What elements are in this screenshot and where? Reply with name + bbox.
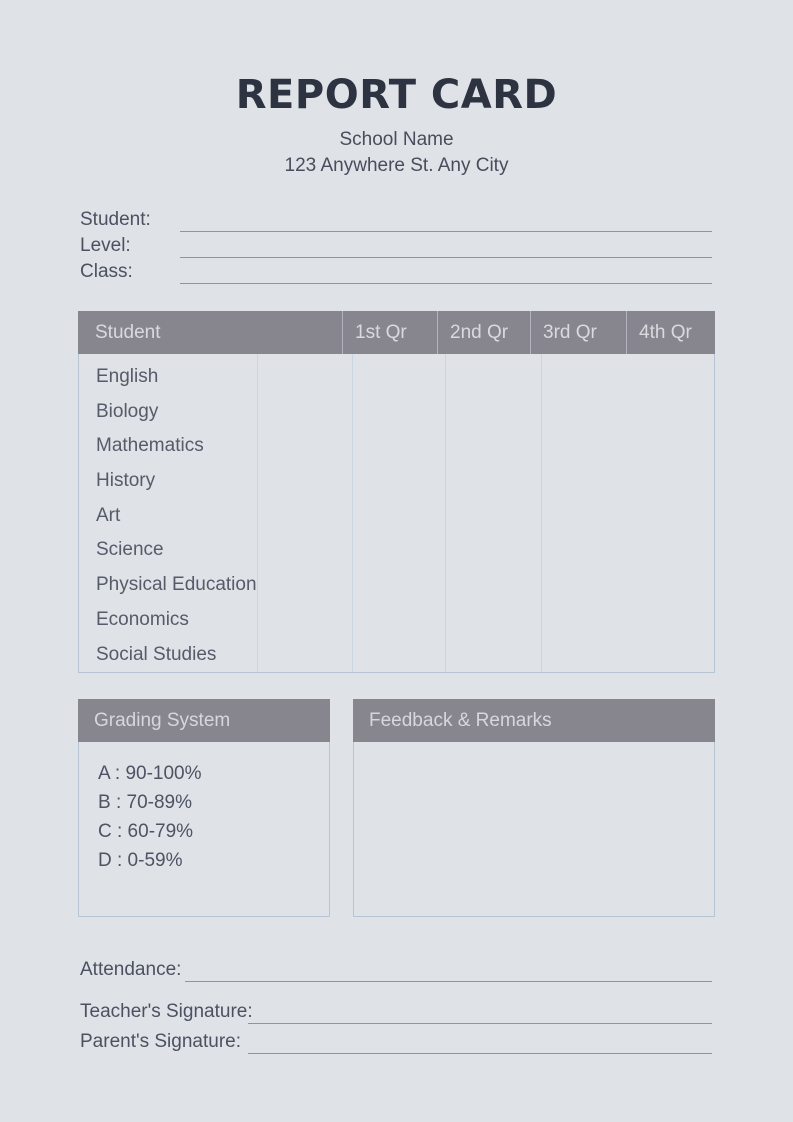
grades-table: Student 1st Qr 2nd Qr 3rd Qr 4th Qr Engl… <box>78 311 715 673</box>
column-header-q2: 2nd Qr <box>437 311 530 354</box>
feedback-content-area <box>353 742 715 917</box>
class-label: Class: <box>80 261 133 282</box>
grade-column-q1 <box>256 354 352 672</box>
subject-label: History <box>96 470 156 492</box>
class-field-row: Class: <box>80 258 712 284</box>
grades-table-header: Student 1st Qr 2nd Qr 3rd Qr 4th Qr <box>78 311 715 354</box>
parent-signature-field-row: Parent's Signature: <box>80 1028 712 1054</box>
class-fill-line <box>180 259 712 284</box>
teacher-signature-field-row: Teacher's Signature: <box>80 998 712 1024</box>
subject-label: Economics <box>96 608 189 630</box>
student-label: Student: <box>80 209 151 230</box>
subject-label: Mathematics <box>96 435 204 457</box>
student-fill-line <box>180 207 712 232</box>
teacher-signature-label: Teacher's Signature: <box>80 1001 253 1022</box>
attendance-label: Attendance: <box>80 959 182 980</box>
page-title: REPORT CARD <box>235 72 558 118</box>
subject-label: English <box>96 366 159 387</box>
column-header-q4: 4th Qr <box>626 311 715 354</box>
student-info-section: Student: Level: Class: <box>80 206 712 284</box>
grading-system-title: Grading System <box>78 699 330 742</box>
column-header-student: Student <box>95 322 161 343</box>
grade-column-q4 <box>540 354 714 672</box>
grading-entry-d: D : 0-59% <box>98 850 183 871</box>
column-header-q1: 1st Qr <box>342 311 437 354</box>
attendance-fill-line <box>185 957 712 982</box>
grading-entry-c: C : 60-79% <box>98 821 194 842</box>
parent-signature-fill-line <box>248 1029 712 1054</box>
parent-signature-label: Parent's Signature: <box>80 1031 241 1052</box>
grade-column-q2 <box>351 354 445 672</box>
feedback-remarks-title: Feedback & Remarks <box>353 699 715 742</box>
level-fill-line <box>180 233 712 258</box>
school-name: School Name <box>339 129 454 150</box>
grades-table-body: English Biology Mathematics History Art … <box>78 354 715 673</box>
document-header: REPORT CARD School Name 123 Anywhere St.… <box>0 72 793 179</box>
subject-column: English Biology Mathematics History Art … <box>79 354 257 672</box>
column-header-q3: 3rd Qr <box>530 311 626 354</box>
subject-label: Science <box>96 539 164 561</box>
grading-entry-a: A : 90-100% <box>98 763 202 784</box>
subject-label: Physical Education <box>96 574 257 596</box>
grade-column-q3 <box>444 354 541 672</box>
grading-system-box: Grading System A : 90-100% B : 70-89% C … <box>78 699 330 917</box>
attendance-field-row: Attendance: <box>80 956 712 982</box>
feedback-remarks-box: Feedback & Remarks <box>353 699 715 917</box>
subject-label: Art <box>96 504 121 526</box>
grading-entry-b: B : 70-89% <box>98 792 192 813</box>
teacher-signature-fill-line <box>248 999 712 1024</box>
student-field-row: Student: <box>80 206 712 232</box>
subject-label: Biology <box>96 400 159 422</box>
level-field-row: Level: <box>80 232 712 258</box>
school-address: 123 Anywhere St. Any City <box>284 155 509 176</box>
level-label: Level: <box>80 235 131 256</box>
grading-system-body: A : 90-100% B : 70-89% C : 60-79% D : 0-… <box>78 742 330 917</box>
subject-label: Social Studies <box>96 643 217 665</box>
